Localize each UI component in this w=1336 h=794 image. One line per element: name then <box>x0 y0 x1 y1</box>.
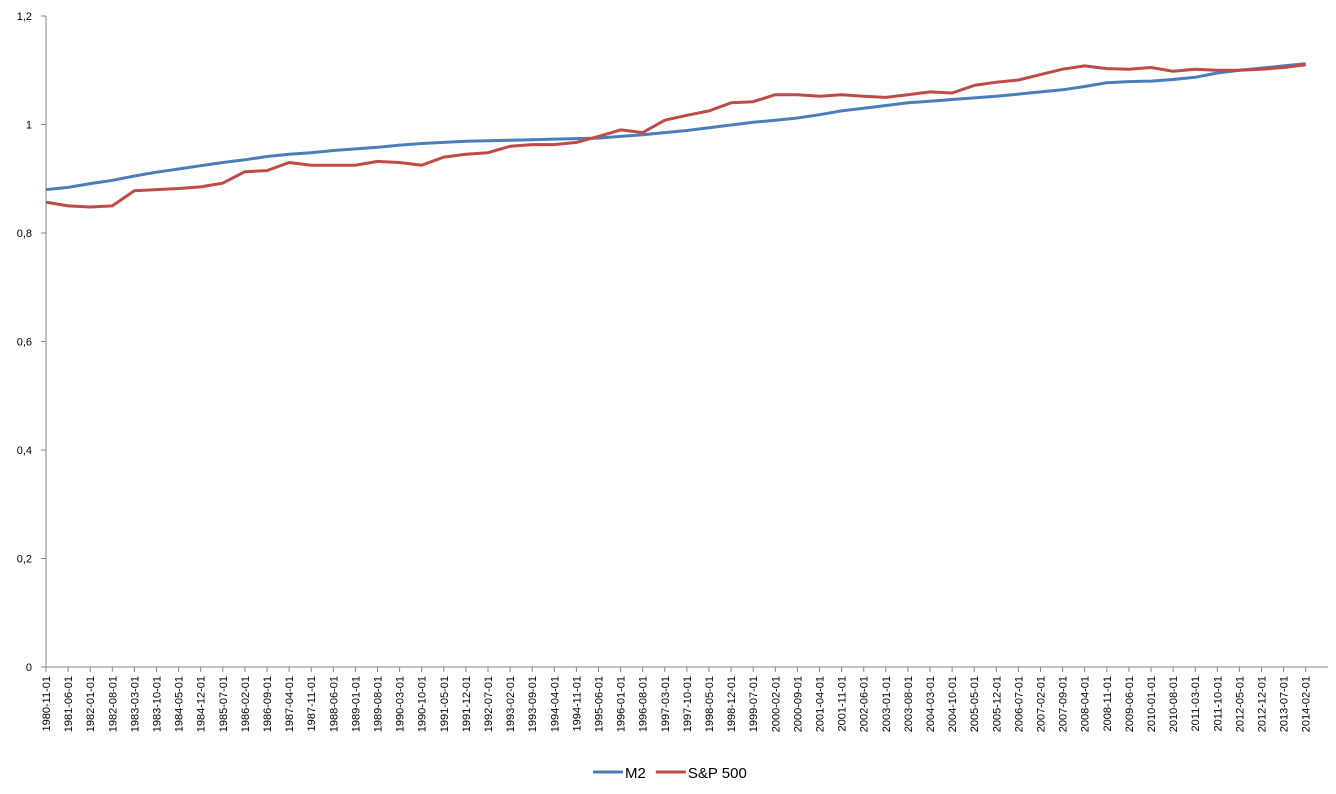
x-tick-label: 1984-12-01 <box>196 676 208 732</box>
x-tick-label: 1993-09-01 <box>527 676 539 732</box>
x-tick-label: 1983-10-01 <box>152 676 164 732</box>
x-tick-label: 2007-02-01 <box>1036 676 1048 732</box>
x-tick-label: 1989-08-01 <box>373 676 385 732</box>
x-tick-label: 2005-12-01 <box>991 676 1003 732</box>
x-tick-label: 2008-04-01 <box>1080 676 1092 732</box>
x-tick-label: 1990-03-01 <box>395 676 407 732</box>
x-tick-label: 1996-08-01 <box>638 676 650 732</box>
x-tick-label: 2014-02-01 <box>1301 676 1313 732</box>
x-tick-label: 1991-05-01 <box>439 676 451 732</box>
x-tick-label: 2011-03-01 <box>1190 676 1202 731</box>
x-tick-label: 1981-06-01 <box>63 676 75 732</box>
x-tick-label: 1980-11-01 <box>41 676 53 731</box>
y-tick-label: 0,4 <box>17 445 32 457</box>
x-tick-label: 1999-07-01 <box>748 676 760 732</box>
x-tick-label: 1985-07-01 <box>218 676 230 732</box>
x-tick-label: 2004-03-01 <box>925 676 937 732</box>
x-tick-label: 2010-08-01 <box>1168 676 1180 732</box>
x-tick-label: 2011-10-01 <box>1212 676 1224 731</box>
x-tick-label: 1989-01-01 <box>350 676 362 732</box>
y-tick-label: 0 <box>26 662 32 674</box>
x-tick-label: 2005-05-01 <box>969 676 981 732</box>
x-tick-label: 1992-07-01 <box>483 676 495 732</box>
legend-label: M2 <box>625 765 646 782</box>
x-tick-label: 1987-04-01 <box>284 676 296 732</box>
x-tick-label: 2003-08-01 <box>903 676 915 732</box>
x-tick-label: 2012-05-01 <box>1234 676 1246 732</box>
y-tick-label: 0,6 <box>17 337 32 349</box>
y-tick-label: 1 <box>26 120 32 132</box>
x-tick-label: 1986-02-01 <box>240 676 252 732</box>
x-tick-label: 1997-10-01 <box>682 676 694 732</box>
x-tick-label: 1986-09-01 <box>262 676 274 732</box>
x-tick-label: 2012-12-01 <box>1257 676 1269 732</box>
x-tick-label: 1998-12-01 <box>726 676 738 732</box>
y-tick-label: 0,8 <box>17 228 32 240</box>
x-tick-label: 1995-06-01 <box>594 676 606 732</box>
x-tick-label: 2000-09-01 <box>792 676 804 732</box>
y-tick-label: 0,2 <box>17 554 32 566</box>
x-tick-label: 1996-01-01 <box>616 676 628 732</box>
x-tick-label: 2006-07-01 <box>1013 676 1025 732</box>
x-tick-label: 2003-01-01 <box>881 676 893 732</box>
x-tick-label: 1998-05-01 <box>704 676 716 732</box>
x-tick-label: 2000-02-01 <box>770 676 782 732</box>
x-tick-label: 1990-10-01 <box>417 676 429 732</box>
x-tick-label: 1991-12-01 <box>461 676 473 732</box>
x-tick-label: 1984-05-01 <box>174 676 186 732</box>
x-tick-label: 1982-08-01 <box>107 676 119 732</box>
legend-label: S&P 500 <box>688 765 747 782</box>
x-tick-label: 2002-06-01 <box>859 676 871 732</box>
x-tick-label: 1993-02-01 <box>505 676 517 732</box>
x-tick-label: 2007-09-01 <box>1058 676 1070 732</box>
x-tick-label: 2009-06-01 <box>1124 676 1136 732</box>
x-tick-label: 1987-11-01 <box>306 676 318 731</box>
x-tick-label: 1988-06-01 <box>328 676 340 732</box>
x-tick-label: 1983-03-01 <box>129 676 141 732</box>
x-tick-label: 2008-11-01 <box>1102 676 1114 731</box>
x-tick-label: 2001-11-01 <box>837 676 849 731</box>
x-tick-label: 1997-03-01 <box>660 676 672 732</box>
x-tick-label: 1982-01-01 <box>85 676 97 732</box>
x-tick-label: 1994-11-01 <box>571 676 583 731</box>
x-tick-label: 1994-04-01 <box>549 676 561 732</box>
x-tick-label: 2004-10-01 <box>947 676 959 732</box>
x-tick-label: 2001-04-01 <box>815 676 827 732</box>
x-tick-label: 2010-01-01 <box>1146 676 1158 732</box>
series-line <box>45 62 1306 192</box>
x-tick-label: 2013-07-01 <box>1279 676 1291 732</box>
y-tick-label: 1,2 <box>17 11 32 23</box>
series-line <box>45 63 1306 209</box>
